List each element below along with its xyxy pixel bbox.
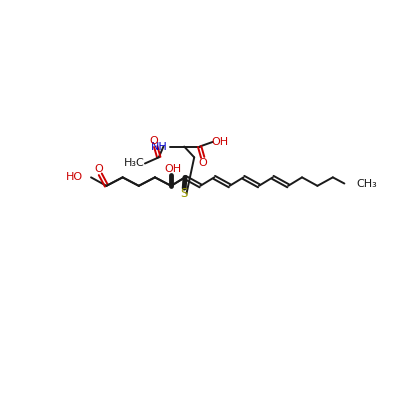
Text: OH: OH (211, 137, 228, 147)
Text: S: S (180, 187, 188, 200)
Text: CH₃: CH₃ (357, 178, 378, 188)
Text: OH: OH (164, 164, 181, 174)
Text: NH: NH (150, 142, 167, 152)
Text: O: O (149, 136, 158, 146)
Text: O: O (94, 164, 103, 174)
Text: O: O (198, 158, 207, 168)
Text: H₃C: H₃C (124, 158, 144, 168)
Text: HO: HO (66, 172, 83, 182)
